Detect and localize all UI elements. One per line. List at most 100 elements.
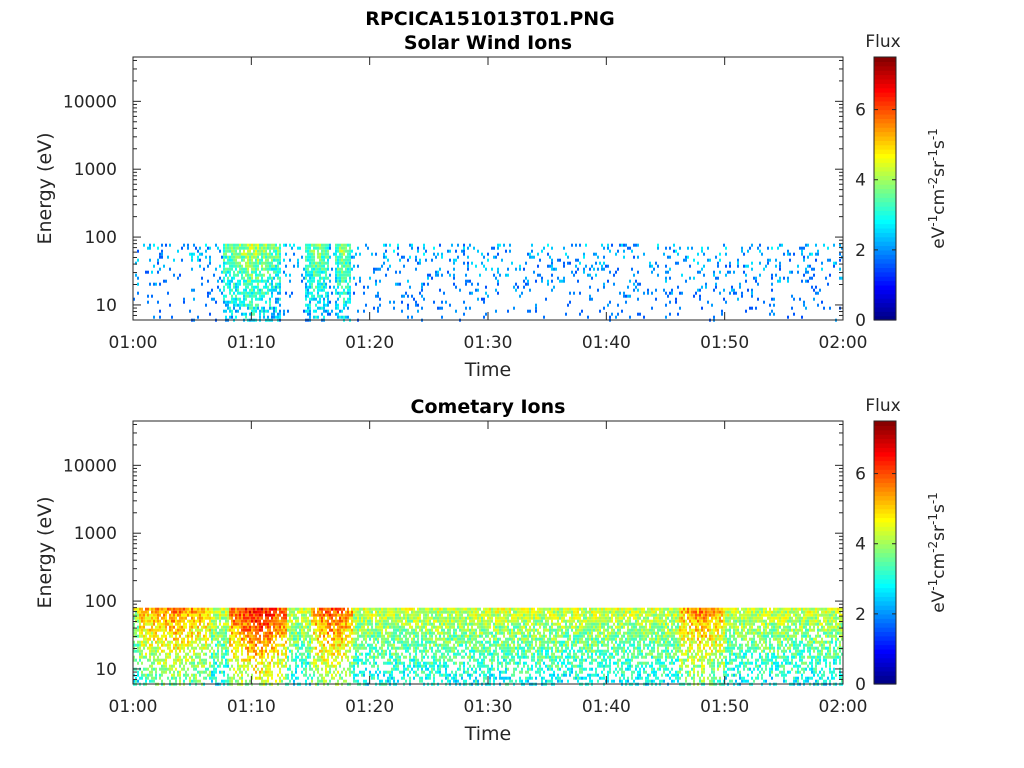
flux-cell — [225, 643, 227, 647]
flux-cell — [319, 655, 321, 659]
flux-cell — [389, 613, 391, 617]
flux-cell — [725, 252, 727, 256]
flux-cell — [677, 312, 679, 316]
flux-cell — [155, 610, 157, 614]
flux-cell — [409, 643, 411, 647]
flux-cell — [251, 312, 253, 316]
flux-cell — [225, 294, 227, 298]
flux-cell — [233, 625, 235, 629]
flux-cell — [345, 258, 347, 262]
flux-cell — [153, 315, 155, 319]
flux-cell — [247, 652, 249, 656]
flux-cell — [167, 631, 169, 635]
flux-cell — [273, 264, 275, 268]
flux-cell — [291, 291, 293, 295]
flux-cell — [427, 622, 429, 626]
flux-cell — [255, 658, 257, 662]
flux-cell — [139, 625, 141, 629]
flux-cell — [329, 670, 331, 674]
flux-cell — [205, 637, 207, 641]
flux-cell — [323, 661, 325, 665]
flux-cell — [163, 649, 165, 653]
flux-cell — [455, 679, 457, 683]
flux-cell — [393, 679, 395, 683]
flux-cell — [159, 628, 161, 632]
flux-cell — [267, 679, 269, 683]
flux-cell — [439, 670, 441, 674]
flux-cell — [387, 637, 389, 641]
flux-cell — [233, 646, 235, 650]
flux-cell — [223, 270, 225, 274]
flux-cell — [253, 246, 255, 250]
flux-cell — [469, 649, 471, 653]
flux-cell — [449, 637, 451, 641]
flux-cell — [179, 673, 181, 677]
flux-cell — [279, 315, 281, 319]
flux-cell — [237, 616, 239, 620]
flux-cell — [435, 255, 437, 259]
flux-cell — [465, 619, 467, 623]
flux-cell — [335, 312, 337, 316]
flux-cell — [439, 613, 441, 617]
flux-cell — [347, 634, 349, 638]
flux-cell — [319, 279, 321, 283]
flux-cell — [247, 258, 249, 262]
flux-cell — [639, 312, 641, 316]
flux-cell — [171, 619, 173, 623]
flux-cell — [651, 306, 653, 310]
flux-cell — [293, 616, 295, 620]
flux-cell — [461, 619, 463, 623]
flux-cell — [253, 634, 255, 638]
flux-cell — [295, 658, 297, 662]
flux-cell — [239, 252, 241, 256]
flux-cell — [231, 613, 233, 617]
flux-cell — [267, 309, 269, 313]
flux-cell — [343, 652, 345, 656]
flux-cell — [535, 306, 537, 310]
flux-cell — [299, 610, 301, 614]
flux-cell — [317, 667, 319, 671]
flux-cell — [245, 243, 247, 247]
flux-cell — [165, 655, 167, 659]
flux-cell — [741, 294, 743, 298]
flux-cell — [577, 258, 579, 262]
flux-cell — [439, 655, 441, 659]
flux-cell — [301, 616, 303, 620]
flux-cell — [313, 246, 315, 250]
flux-cell — [717, 261, 719, 265]
flux-cell — [275, 661, 277, 665]
flux-cell — [313, 616, 315, 620]
flux-cell — [349, 261, 351, 265]
flux-cell — [279, 619, 281, 623]
flux-cell — [247, 658, 249, 662]
flux-cell — [207, 607, 209, 611]
flux-cell — [341, 658, 343, 662]
flux-cell — [177, 249, 179, 253]
flux-cell — [241, 646, 243, 650]
flux-cell — [337, 607, 339, 611]
flux-cell — [623, 243, 625, 247]
flux-cell — [345, 673, 347, 677]
flux-cell — [329, 643, 331, 647]
flux-cell — [415, 649, 417, 653]
flux-cell — [377, 619, 379, 623]
flux-cell — [391, 622, 393, 626]
flux-cell — [391, 652, 393, 656]
flux-cell — [319, 649, 321, 653]
flux-cell — [471, 613, 473, 617]
flux-cell — [447, 646, 449, 650]
flux-cell — [323, 655, 325, 659]
flux-cell — [199, 637, 201, 641]
flux-cell — [463, 619, 465, 623]
flux-cell — [215, 637, 217, 641]
flux-cell — [713, 270, 715, 274]
flux-cell — [159, 315, 161, 319]
flux-cell — [317, 679, 319, 683]
colorbar-segment — [874, 113, 896, 119]
flux-cell — [333, 634, 335, 638]
flux-cell — [279, 309, 281, 313]
flux-cell — [357, 679, 359, 683]
flux-cell — [467, 673, 469, 677]
flux-cell — [155, 640, 157, 644]
flux-cell — [461, 673, 463, 677]
